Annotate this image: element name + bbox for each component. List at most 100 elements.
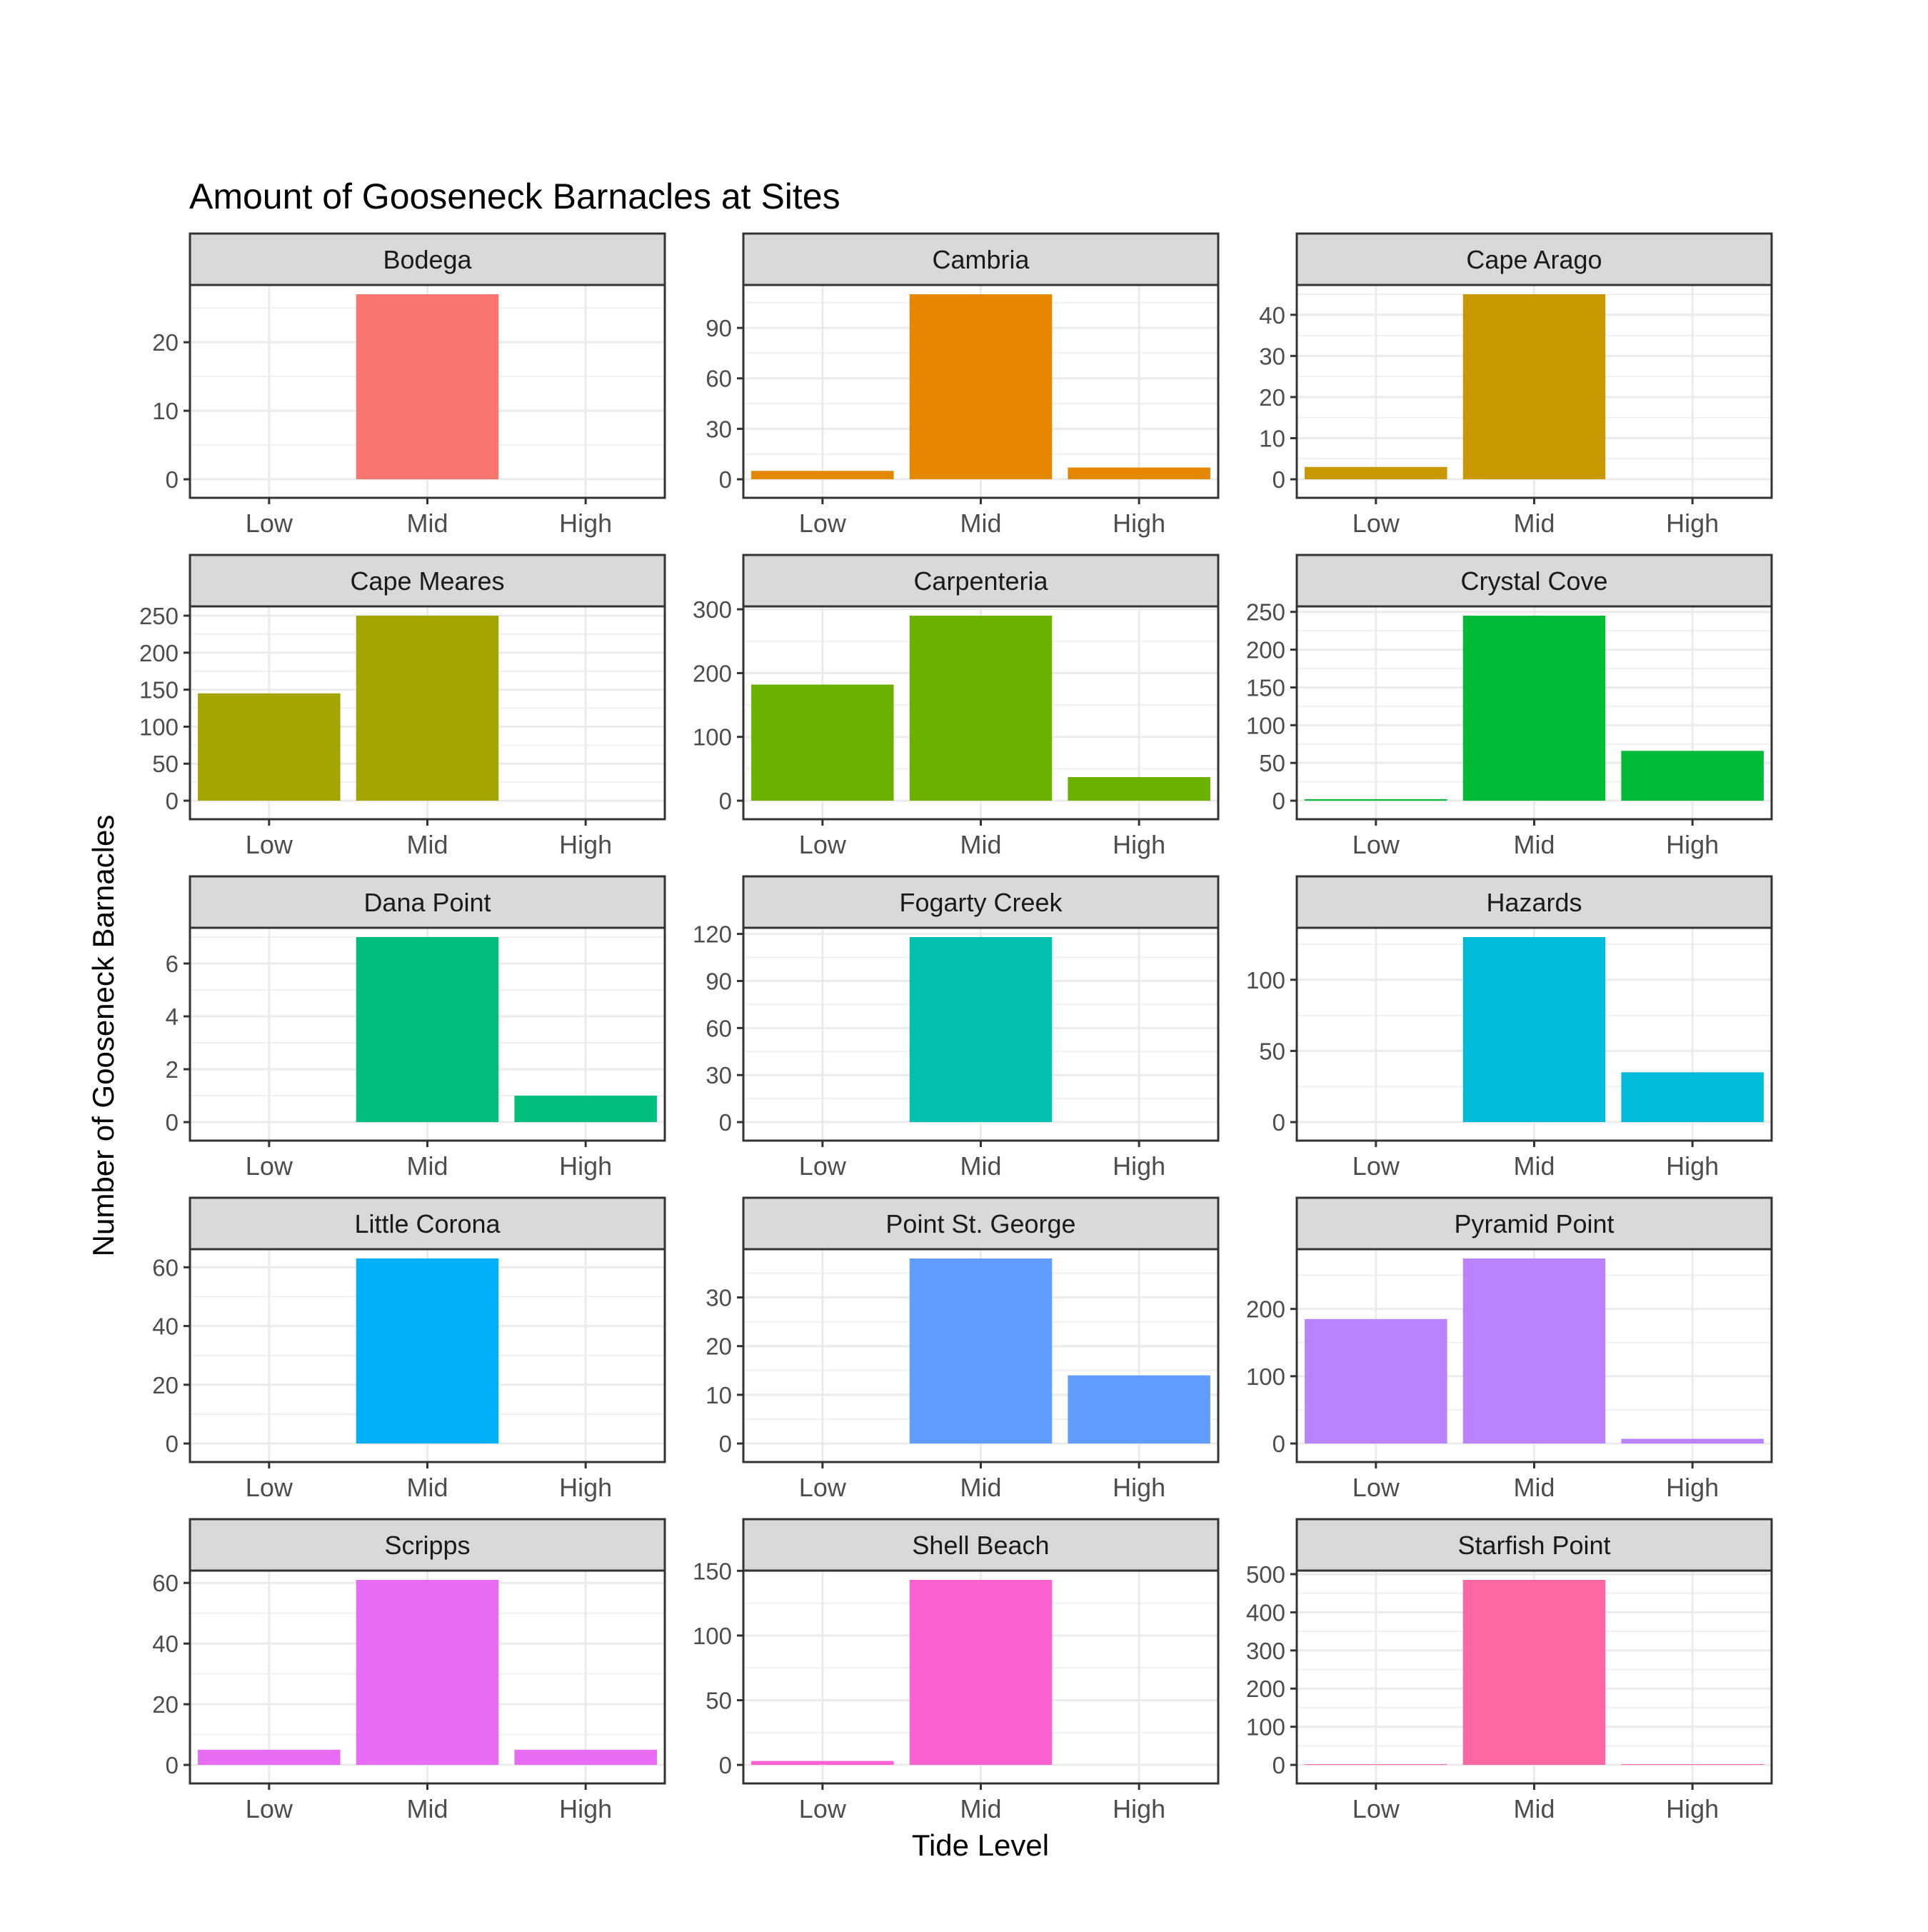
facet-strip [189, 875, 666, 929]
facet-strip-label: Little Corona [354, 1209, 501, 1238]
y-tick-label: 200 [1246, 637, 1285, 664]
chart-title: Amount of Gooseneck Barnacles at Sites [189, 176, 840, 216]
bar [1621, 1072, 1764, 1123]
y-tick-label: 10 [1259, 425, 1285, 451]
x-tick-label: Low [799, 1473, 847, 1502]
y-tick-label: 0 [166, 1431, 179, 1457]
bar [198, 693, 341, 801]
y-tick-label: 50 [706, 1687, 732, 1713]
y-tick-label: 60 [152, 1254, 179, 1281]
facet-panel: Cape Meares 0 50 100 150 200 250 Low Mid High [139, 554, 666, 859]
bar [198, 1749, 341, 1766]
y-tick-label: 60 [706, 1015, 732, 1041]
y-tick-label: 10 [706, 1382, 732, 1408]
y-tick-label: 4 [166, 1003, 179, 1030]
facet-strip [1295, 1196, 1773, 1251]
facet-strip-label: Cape Arago [1466, 245, 1602, 274]
facet-panel: Hazards 0 50 100 Low Mid High [1246, 875, 1773, 1181]
facet-strip-label: Scripps [384, 1531, 470, 1560]
facet-strip-label: Hazards [1486, 888, 1582, 917]
x-tick-label: Mid [1513, 509, 1555, 538]
y-tick-label: 0 [719, 1431, 732, 1457]
facet-strip [742, 875, 1220, 929]
y-tick-label: 0 [166, 466, 179, 493]
y-tick-label: 150 [693, 1558, 732, 1584]
bar [356, 294, 499, 480]
facet-panel: Cambria 0 30 60 90 Low Mid High [706, 232, 1220, 538]
bar [1621, 1763, 1764, 1766]
facet-strip [742, 1196, 1220, 1251]
y-tick-label: 200 [1246, 1296, 1285, 1323]
x-tick-label: High [559, 1151, 612, 1181]
y-tick-label: 0 [1272, 1752, 1285, 1778]
facet-panel: Cape Arago 0 10 20 30 40 Low Mid High [1259, 232, 1773, 538]
y-tick-label: 0 [1272, 466, 1285, 493]
x-tick-label: High [559, 830, 612, 859]
y-tick-label: 90 [706, 315, 732, 341]
x-tick-label: High [559, 1794, 612, 1823]
y-axis-title: Number of Gooseneck Barnacles [86, 815, 120, 1257]
facet-panel: Fogarty Creek 0 30 60 90 120 Low Mid High [693, 875, 1220, 1181]
x-tick-label: High [1113, 509, 1165, 538]
y-tick-label: 100 [1246, 967, 1285, 993]
x-tick-label: High [1666, 1473, 1719, 1502]
facet-strip-label: Dana Point [363, 888, 491, 917]
bar [1462, 616, 1606, 801]
y-tick-label: 30 [1259, 343, 1285, 369]
facet-strip-label: Fogarty Creek [899, 888, 1063, 917]
y-tick-label: 300 [693, 596, 732, 623]
y-tick-label: 100 [693, 724, 732, 751]
facet-strip [189, 232, 666, 286]
x-tick-label: Low [799, 830, 847, 859]
y-tick-label: 6 [166, 951, 179, 977]
x-tick-label: Mid [406, 830, 448, 859]
x-tick-label: Mid [1513, 1473, 1555, 1502]
y-tick-label: 0 [719, 788, 732, 814]
y-tick-label: 0 [719, 1752, 732, 1778]
y-tick-label: 100 [1246, 712, 1285, 739]
facet-panel: Pyramid Point 0 100 200 Low Mid High [1246, 1196, 1773, 1502]
bar [909, 1580, 1053, 1766]
y-tick-label: 0 [719, 1109, 732, 1136]
x-tick-label: Mid [960, 1151, 1001, 1181]
y-tick-label: 30 [706, 416, 732, 442]
y-tick-label: 40 [152, 1313, 179, 1340]
y-tick-label: 2 [166, 1056, 179, 1083]
facet-strip-label: Crystal Cove [1460, 566, 1607, 596]
facet-strip [189, 1518, 666, 1572]
x-tick-label: Mid [960, 830, 1001, 859]
y-tick-label: 0 [1272, 1431, 1285, 1457]
facet-panel: Little Corona 0 20 40 60 Low Mid High [152, 1196, 666, 1502]
bar [1068, 1375, 1210, 1444]
facet-strip-label: Bodega [383, 245, 472, 274]
y-tick-label: 50 [1259, 750, 1285, 776]
facet-strip-label: Pyramid Point [1454, 1209, 1614, 1238]
x-tick-label: Mid [960, 1794, 1001, 1823]
bar [356, 616, 499, 801]
y-tick-label: 100 [693, 1623, 732, 1649]
x-tick-label: High [559, 1473, 612, 1502]
facet-panel: Scripps 0 20 40 60 Low Mid High [152, 1518, 666, 1823]
bar [909, 937, 1053, 1123]
bar [751, 471, 894, 480]
x-tick-label: Low [246, 509, 293, 538]
y-tick-label: 300 [1246, 1638, 1285, 1664]
facet-strip [742, 554, 1220, 608]
bar [1305, 799, 1447, 801]
y-tick-label: 100 [1246, 1363, 1285, 1390]
x-tick-label: Mid [406, 1794, 448, 1823]
y-tick-label: 20 [152, 1372, 179, 1398]
y-tick-label: 120 [693, 921, 732, 948]
facet-strip [189, 554, 666, 608]
y-tick-label: 20 [706, 1333, 732, 1360]
y-tick-label: 200 [1246, 1676, 1285, 1702]
facet-panel: Starfish Point 0 100 200 300 400 500 Low Mid High [1246, 1518, 1773, 1823]
y-tick-label: 20 [152, 1691, 179, 1718]
facet-strip-label: Point St. George [885, 1209, 1075, 1238]
bar [1462, 1580, 1606, 1766]
x-tick-label: Mid [406, 1473, 448, 1502]
bar [909, 616, 1053, 801]
bar [1462, 937, 1606, 1123]
x-tick-label: High [1666, 509, 1719, 538]
